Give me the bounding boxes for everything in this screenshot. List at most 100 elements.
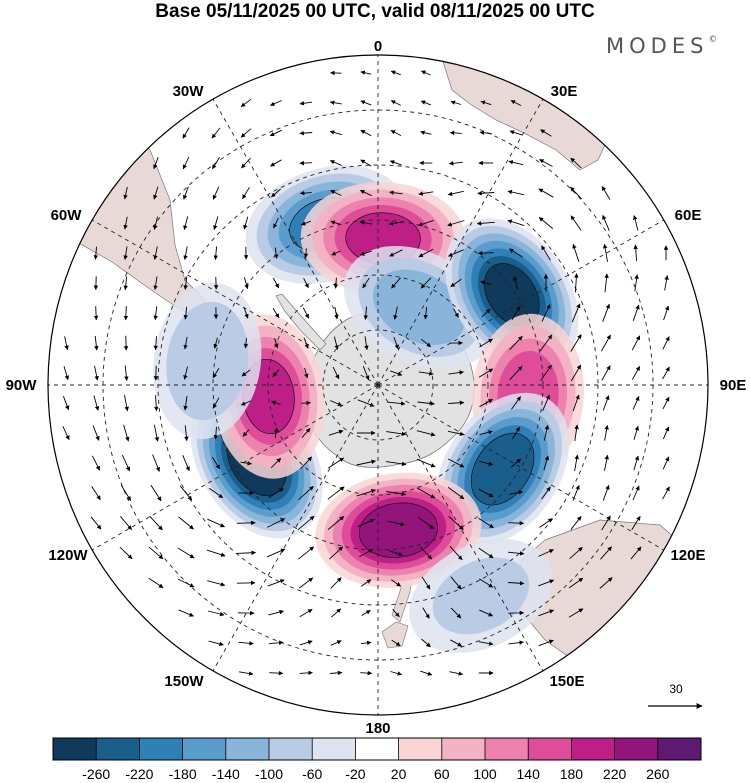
meridian-line	[91, 219, 379, 386]
wind-vector	[212, 157, 220, 170]
wind-vector	[299, 190, 312, 196]
wind-vector	[662, 366, 670, 380]
wind-vector	[299, 456, 313, 470]
lon-label-30W: 30W	[173, 83, 205, 100]
wind-vector	[509, 248, 523, 258]
wind-vector	[236, 520, 256, 526]
wind-vector	[93, 395, 100, 411]
wind-vector	[416, 430, 436, 437]
colorbar-tick-label: 140	[517, 766, 541, 782]
wind-vector	[360, 70, 372, 75]
wind-vector	[512, 426, 520, 440]
meridian-line	[377, 384, 665, 551]
wind-vector	[479, 398, 493, 408]
wind-vector	[212, 456, 220, 470]
wind-vector	[330, 190, 342, 196]
meridian-line	[377, 219, 665, 386]
wind-vector	[662, 396, 670, 410]
wind-vector	[389, 190, 403, 195]
wind-vector	[601, 365, 611, 381]
wind-vector	[177, 547, 195, 559]
wind-vector	[272, 369, 280, 377]
wind-vector	[303, 277, 309, 289]
brand-name: MODES	[606, 34, 709, 58]
wind-vector	[447, 249, 464, 257]
wind-vector	[508, 160, 524, 166]
wind-vector	[450, 607, 462, 619]
wind-vector	[631, 366, 641, 380]
wind-vector	[268, 640, 284, 645]
wind-vector	[391, 639, 401, 647]
wind-vector	[604, 424, 609, 441]
wind-vector	[206, 549, 226, 557]
wind-vector	[360, 100, 372, 106]
wind-vector	[663, 305, 670, 321]
wind-vector	[538, 549, 554, 557]
wind-vector	[420, 277, 432, 289]
wind-vector	[390, 671, 403, 676]
wind-vector	[364, 336, 369, 351]
wind-vector	[124, 395, 129, 412]
wind-vector	[447, 486, 465, 500]
wind-vector	[602, 303, 610, 322]
wind-vector	[299, 160, 313, 166]
wind-vector	[448, 430, 465, 437]
wind-vector	[601, 334, 611, 352]
wind-vector	[448, 400, 465, 406]
wind-vector	[664, 275, 669, 291]
wind-vector	[268, 488, 284, 498]
antarctic-peninsula	[275, 293, 327, 351]
wind-vector	[513, 275, 519, 290]
colorbar-tick-label: -60	[302, 766, 322, 782]
wind-vector	[178, 609, 194, 617]
wind-vector	[540, 129, 552, 137]
wind-vector	[271, 188, 281, 198]
wind-vector	[420, 130, 432, 135]
wind-vector	[299, 670, 313, 676]
wind-vector	[541, 245, 551, 261]
wind-vector	[421, 638, 431, 648]
wind-vector	[148, 577, 164, 589]
wind-vector	[634, 274, 639, 292]
wind-vector	[213, 426, 219, 440]
wind-vector	[390, 70, 401, 76]
wind-vector	[331, 608, 342, 618]
wind-vector	[538, 188, 554, 198]
colorbar: -260 -220 -180 -140 -100 -60 -20 20 60 100 140 180 2…	[52, 737, 702, 782]
colorbar-swatch	[96, 738, 140, 760]
wind-vector	[388, 221, 403, 226]
wind-vector	[153, 276, 158, 291]
lon-label-60E: 60E	[675, 207, 702, 224]
wind-vector	[272, 277, 280, 289]
wind-vector	[480, 280, 492, 286]
wind-vector	[507, 219, 525, 227]
wind-vector	[538, 639, 554, 647]
wind-vector	[510, 100, 522, 106]
wind-vector	[266, 518, 286, 528]
wind-vector	[123, 216, 128, 230]
wind-vector	[571, 303, 581, 323]
colorbar-swatch	[269, 738, 313, 760]
wind-vector	[604, 273, 609, 293]
wind-vector	[419, 546, 433, 560]
wind-vector	[268, 609, 284, 616]
wind-vector	[328, 429, 344, 436]
wind-vector	[574, 454, 579, 472]
wind-vector	[153, 424, 160, 442]
wind-vector	[423, 306, 429, 320]
colorbar-tick-label: -180	[169, 766, 197, 782]
contour--220	[470, 432, 535, 506]
wind-vector	[93, 306, 99, 321]
wind-vector	[662, 486, 670, 500]
wind-vector	[91, 455, 101, 471]
wind-vector	[183, 366, 188, 380]
wind-vector	[511, 396, 521, 410]
wind-vector	[301, 400, 311, 406]
wind-vector	[422, 607, 430, 619]
wind-vector	[418, 248, 434, 258]
wind-vector	[330, 220, 342, 226]
wind-vector	[392, 608, 400, 618]
colorbar-tick-label: -220	[125, 766, 153, 782]
wind-vector	[479, 130, 493, 135]
